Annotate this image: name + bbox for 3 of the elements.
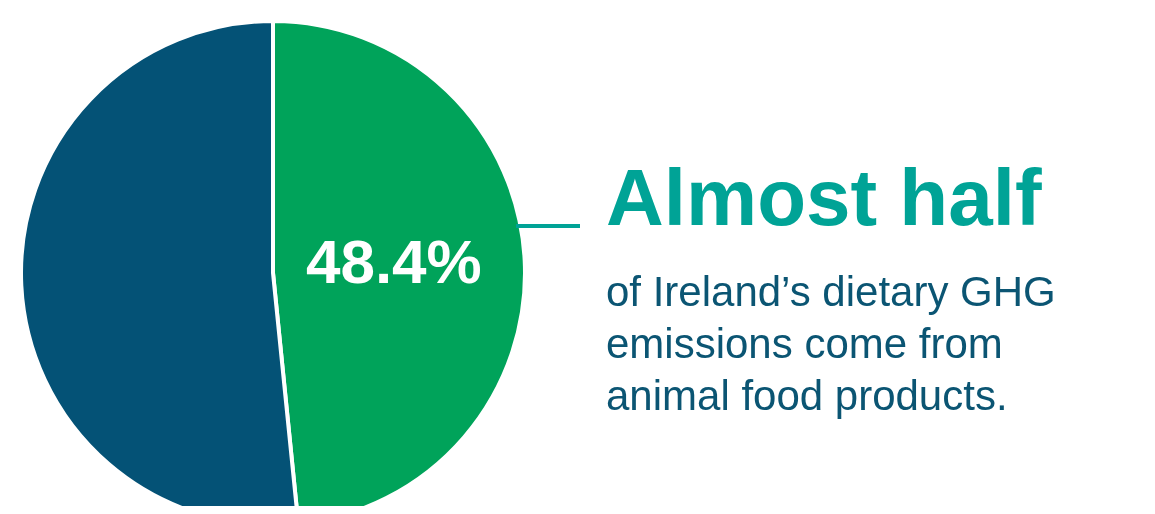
text: of Ireland’s dietary GHG emissions come from animal food products. xyxy=(606,267,1057,421)
text: Almost half xyxy=(606,152,1043,244)
data-label: 48.4% xyxy=(305,227,482,297)
